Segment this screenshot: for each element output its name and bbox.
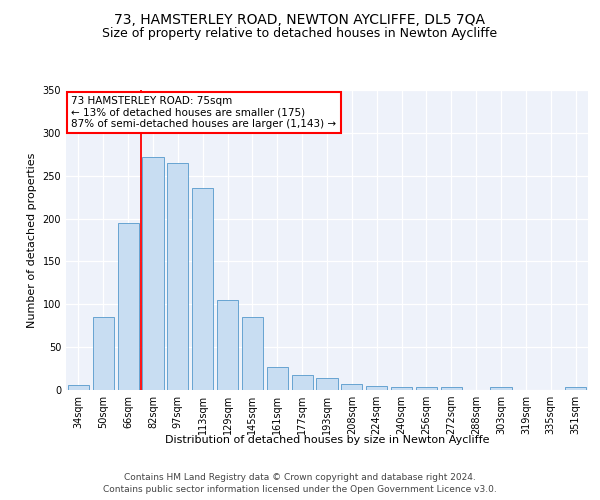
Bar	[68, 385, 89, 390]
Bar	[366, 386, 387, 390]
Text: Size of property relative to detached houses in Newton Aycliffe: Size of property relative to detached ho…	[103, 28, 497, 40]
Bar	[391, 388, 412, 390]
Bar	[167, 163, 188, 390]
Bar	[292, 374, 313, 390]
Bar	[242, 317, 263, 390]
Bar	[93, 317, 114, 390]
Bar	[118, 223, 139, 390]
Y-axis label: Number of detached properties: Number of detached properties	[27, 152, 37, 328]
Bar	[490, 388, 512, 390]
Bar	[217, 300, 238, 390]
Text: Contains HM Land Registry data © Crown copyright and database right 2024.: Contains HM Land Registry data © Crown c…	[124, 472, 476, 482]
Bar	[267, 367, 288, 390]
Text: 73 HAMSTERLEY ROAD: 75sqm
← 13% of detached houses are smaller (175)
87% of semi: 73 HAMSTERLEY ROAD: 75sqm ← 13% of detac…	[71, 96, 337, 129]
Bar	[142, 157, 164, 390]
Bar	[416, 388, 437, 390]
Text: Distribution of detached houses by size in Newton Aycliffe: Distribution of detached houses by size …	[165, 435, 489, 445]
Text: Contains public sector information licensed under the Open Government Licence v3: Contains public sector information licen…	[103, 485, 497, 494]
Bar	[441, 388, 462, 390]
Bar	[565, 388, 586, 390]
Bar	[341, 384, 362, 390]
Bar	[192, 188, 213, 390]
Bar	[316, 378, 338, 390]
Text: 73, HAMSTERLEY ROAD, NEWTON AYCLIFFE, DL5 7QA: 73, HAMSTERLEY ROAD, NEWTON AYCLIFFE, DL…	[115, 12, 485, 26]
